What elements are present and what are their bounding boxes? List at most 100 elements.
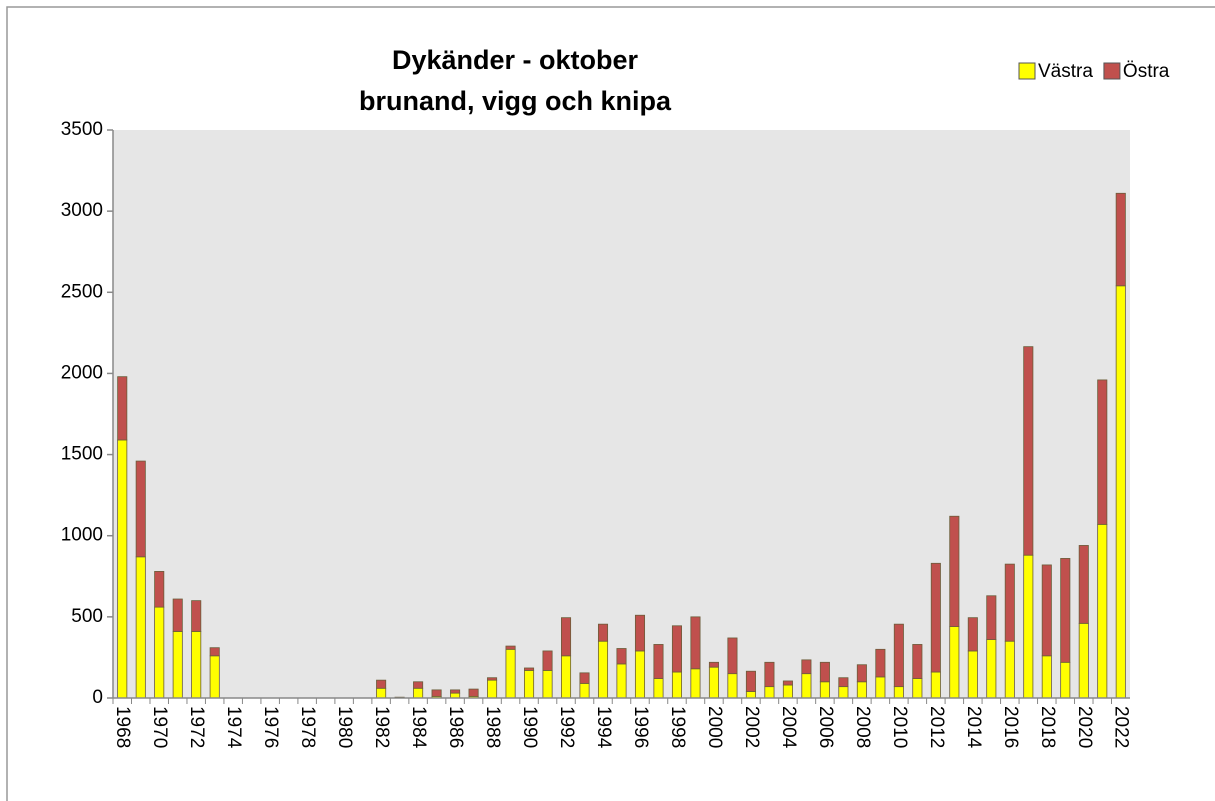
bar-segment bbox=[597, 623, 609, 642]
bar-segment bbox=[524, 667, 535, 671]
bar-segment bbox=[154, 571, 165, 608]
bar-segment bbox=[542, 650, 553, 671]
bar-segment bbox=[561, 617, 572, 657]
legend: Västra Östra bbox=[1018, 61, 1170, 82]
bar-segment bbox=[1078, 622, 1089, 699]
x-tick-label: 1978 bbox=[297, 706, 318, 748]
x-tick-label: 1982 bbox=[371, 706, 392, 748]
bar-segment bbox=[782, 680, 793, 686]
bar-segment bbox=[431, 689, 442, 697]
x-tick-label: 1992 bbox=[556, 706, 577, 748]
bar-segment bbox=[967, 617, 978, 652]
y-tick-label: 0 bbox=[92, 687, 103, 708]
bar-segment bbox=[875, 648, 886, 678]
x-tick-label: 1976 bbox=[260, 706, 281, 748]
bar-segment bbox=[912, 678, 923, 699]
bar-segment bbox=[893, 686, 904, 699]
bar-segment bbox=[875, 676, 886, 699]
bar-segment bbox=[413, 681, 424, 689]
bar-segment bbox=[930, 671, 941, 699]
bar-segment bbox=[117, 439, 128, 699]
bar-segment bbox=[856, 681, 867, 699]
bar-segment bbox=[653, 678, 664, 699]
bar-segment bbox=[450, 689, 461, 694]
chart-title: Dykänder - oktober bbox=[392, 45, 639, 75]
x-tick-label: 1988 bbox=[482, 706, 503, 748]
bar-segment bbox=[505, 645, 516, 650]
bar-segment bbox=[579, 682, 590, 699]
bar-segment bbox=[1041, 564, 1052, 657]
bar-segment bbox=[727, 673, 738, 699]
bar-segment bbox=[616, 648, 627, 665]
bar-segment bbox=[117, 376, 128, 441]
bar-segment bbox=[708, 666, 719, 699]
bar-segment bbox=[708, 661, 719, 668]
x-tick-label: 1968 bbox=[112, 706, 133, 748]
bar-segment bbox=[912, 644, 923, 679]
y-tick-label: 3500 bbox=[61, 119, 103, 140]
legend-label: Östra bbox=[1123, 61, 1170, 82]
bar-segment bbox=[801, 673, 812, 699]
bar-segment bbox=[1023, 346, 1034, 556]
bar-segment bbox=[616, 663, 627, 699]
x-tick-label: 2016 bbox=[1000, 706, 1021, 748]
bar-segment bbox=[1097, 523, 1108, 699]
y-tick-label: 500 bbox=[71, 606, 103, 627]
x-tick-label: 1984 bbox=[408, 706, 429, 749]
bar-segment bbox=[690, 616, 701, 670]
x-tick-label: 1970 bbox=[149, 706, 170, 748]
legend-label: Västra bbox=[1038, 61, 1093, 82]
x-tick-label: 2004 bbox=[778, 706, 799, 749]
bar-segment bbox=[671, 671, 682, 699]
bar-segment bbox=[413, 687, 424, 699]
bar-segment bbox=[376, 687, 387, 699]
bar-segment bbox=[172, 631, 183, 699]
bar-segment bbox=[579, 672, 590, 684]
x-tick-label: 2008 bbox=[852, 706, 873, 748]
y-tick-label: 1500 bbox=[61, 444, 103, 465]
x-tick-label: 2022 bbox=[1111, 706, 1132, 748]
x-tick-label: 1980 bbox=[334, 706, 355, 748]
x-tick-label: 2002 bbox=[741, 706, 762, 748]
bar-segment bbox=[561, 655, 572, 699]
bar-segment bbox=[191, 600, 202, 632]
bar-segment bbox=[949, 515, 960, 627]
bar-segment bbox=[727, 637, 738, 675]
bar-segment bbox=[764, 686, 775, 699]
bar-segment bbox=[819, 661, 830, 683]
bar-segment bbox=[542, 670, 553, 699]
bar-segment bbox=[487, 677, 498, 681]
bar-segment bbox=[135, 460, 146, 558]
legend-swatch bbox=[1103, 62, 1121, 80]
bar-segment bbox=[1004, 640, 1015, 699]
bar-segment bbox=[967, 650, 978, 699]
x-tick-label: 1972 bbox=[186, 706, 207, 748]
bar-segment bbox=[838, 686, 849, 699]
chart-subtitle: brunand, vigg och knipa bbox=[359, 86, 672, 116]
x-tick-label: 1994 bbox=[593, 706, 614, 749]
bar-segment bbox=[376, 679, 387, 689]
bar-segment bbox=[524, 670, 535, 699]
bar-segment bbox=[135, 556, 146, 699]
bar-segment bbox=[1060, 661, 1071, 699]
bar-segment bbox=[487, 679, 498, 699]
bar-segment bbox=[191, 631, 202, 699]
bar-segment bbox=[1023, 554, 1034, 699]
x-tick-label: 1998 bbox=[667, 706, 688, 748]
bar-segment bbox=[801, 659, 812, 675]
y-tick-label: 3000 bbox=[61, 200, 103, 221]
x-tick-label: 1974 bbox=[223, 706, 244, 749]
bar-segment bbox=[1078, 545, 1089, 624]
bar-segment bbox=[1041, 655, 1052, 699]
bar-segment bbox=[634, 614, 646, 652]
bar-segment bbox=[930, 562, 941, 673]
x-tick-label: 2006 bbox=[815, 706, 836, 748]
y-tick-label: 2500 bbox=[61, 281, 103, 302]
bar-segment bbox=[154, 606, 165, 699]
bar-segment bbox=[468, 688, 479, 697]
x-tick-label: 2010 bbox=[889, 706, 910, 748]
plot-area bbox=[113, 130, 1130, 698]
bar-segment bbox=[745, 691, 756, 699]
bar-segment bbox=[209, 655, 220, 699]
